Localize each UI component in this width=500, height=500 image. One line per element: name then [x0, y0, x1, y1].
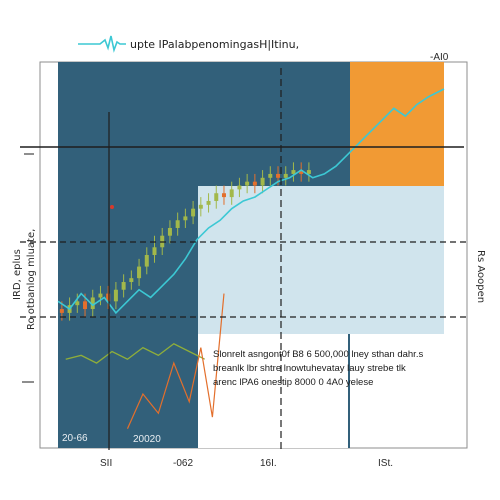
chart-title: upte IPalabpenomingasH|Itinu,: [130, 38, 299, 51]
candle-body: [167, 227, 172, 236]
title-legend-swatch: [78, 35, 126, 53]
orange-highlight-panel: [350, 62, 444, 186]
candle-body: [237, 185, 242, 190]
candle-body: [221, 193, 226, 198]
volume-group: [65, 343, 205, 364]
chart-title-group: upte IPalabpenomingasH|Itinu,: [78, 35, 299, 53]
candle-body: [59, 309, 64, 313]
candle-body: [291, 170, 296, 174]
x-tick-label-1: SII: [100, 458, 112, 469]
y-axis-label-line-1: IRD, eplus: [12, 249, 23, 300]
volume-trace: [65, 343, 205, 364]
candle-body: [183, 216, 188, 221]
candle-body: [206, 200, 211, 205]
annotation-line-2: breanlk lbr shtre lnowtuhevatay lauy str…: [213, 363, 406, 374]
candle-body: [268, 173, 273, 178]
light-annotation-panel: [198, 186, 444, 334]
marker-dot: [110, 205, 114, 209]
price-line-group: [57, 88, 445, 315]
candle-body: [276, 173, 281, 178]
candle-body: [144, 255, 149, 267]
x-tick-label-3: 16I.: [260, 458, 277, 469]
x-tick-label-4: ISt.: [378, 458, 393, 469]
light-annotation-lower: [198, 334, 348, 448]
candle-body: [98, 293, 103, 298]
candle-body: [245, 181, 250, 186]
candle-body: [75, 301, 80, 306]
candle-body: [252, 181, 257, 186]
candle-body: [113, 289, 118, 302]
annotation-line-3: arenc lPA6 onestip 8000 0 4A0 yelese: [213, 377, 373, 388]
candle-body: [229, 189, 234, 198]
panel-label-left: 20-66: [62, 433, 88, 444]
candle-body: [129, 278, 134, 283]
candle-body: [83, 301, 88, 310]
candle-body: [121, 282, 126, 290]
corner-label: -AI0: [430, 52, 449, 63]
candle-body: [90, 297, 95, 310]
candle-body: [260, 177, 265, 186]
candle-body: [106, 293, 111, 302]
candle-body: [198, 204, 203, 209]
y-axis-label-line-2: Ro otbanlog mluate,: [26, 229, 37, 330]
candle-body: [175, 220, 180, 228]
annotation-line-1: Slonrelt asngont0f B8 6 500,000 lney sth…: [213, 349, 423, 360]
x-tick-label-2: -062: [173, 458, 193, 469]
price-line: [57, 88, 445, 315]
orange-trace: [126, 293, 225, 429]
candle-body: [137, 266, 142, 279]
candle-body: [306, 170, 311, 174]
orange-trace-group: [126, 293, 225, 429]
candle-body: [191, 208, 196, 217]
candle-body: [283, 173, 288, 178]
panel-label-right: 20020: [133, 434, 161, 445]
candle-body: [299, 170, 304, 174]
right-axis-label: Rs Aoopen: [475, 250, 486, 303]
candle-body: [214, 193, 219, 201]
candle-body: [152, 247, 157, 255]
